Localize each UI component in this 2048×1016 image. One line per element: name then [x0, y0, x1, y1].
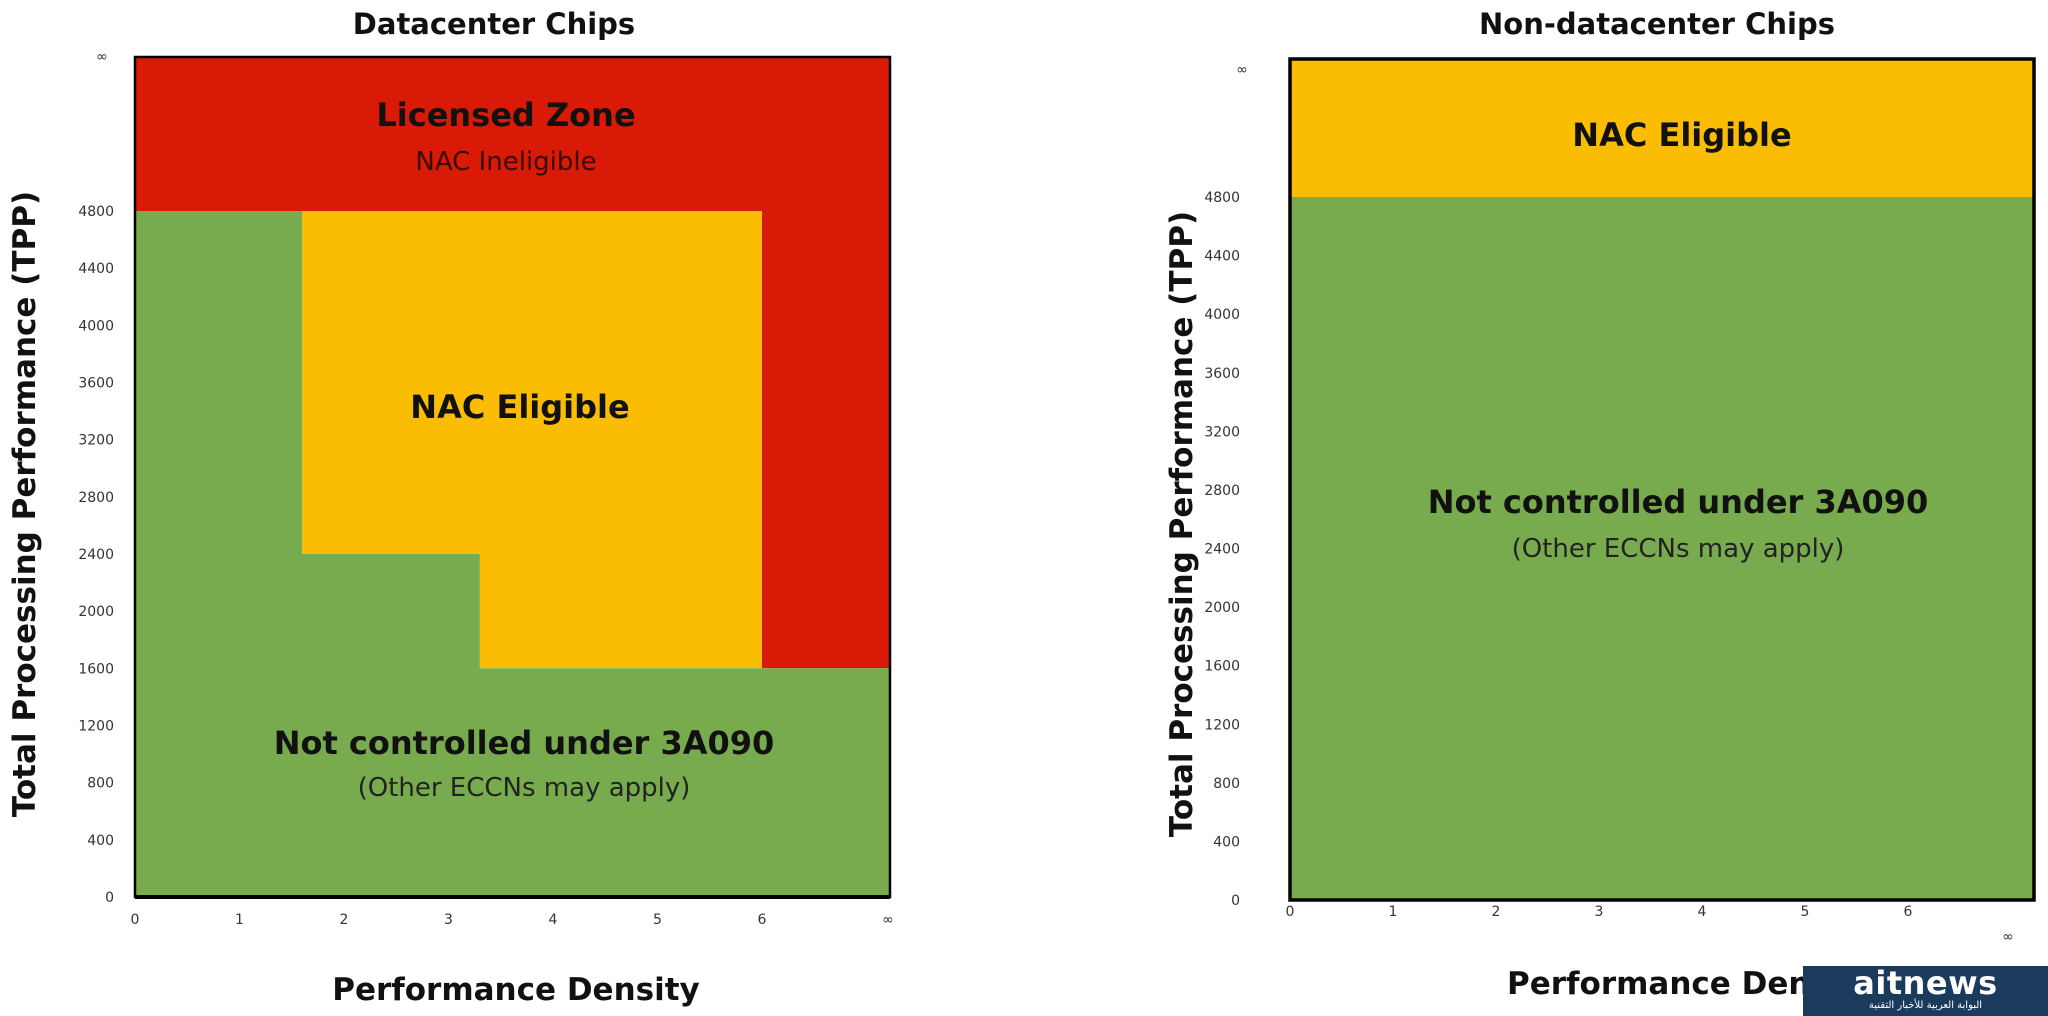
not-controlled-sublabel: (Other ECCNs may apply): [358, 773, 691, 803]
zone-nac-eligible: [302, 211, 762, 669]
zone-not-controlled-under-3a090: [1290, 197, 2034, 900]
y-tick-label: 0: [105, 890, 114, 906]
y-tick-label: 2000: [1204, 600, 1240, 616]
not-controlled-label: Not controlled under 3A090: [274, 724, 775, 762]
y-tick-label: 4000: [1204, 307, 1240, 323]
zones-layer: [1290, 59, 2034, 900]
y-tick-label: 3200: [1204, 424, 1240, 440]
y-tick-label: 400: [1213, 834, 1240, 850]
x-tick-label: 1: [235, 912, 244, 928]
y-tick-label: 2400: [1204, 542, 1240, 558]
x-axis-title: Performance Den: [1507, 966, 1810, 1002]
y-tick-label: 4400: [1204, 249, 1240, 265]
not-controlled-sublabel: (Other ECCNs may apply): [1512, 534, 1845, 564]
x-tick-label: 6: [1904, 904, 1913, 920]
y-tick-label: 4800: [78, 204, 114, 220]
y-tick-label: 3200: [78, 433, 114, 449]
x-tick-label: 3: [1595, 904, 1604, 920]
x-tick-label-infinity: ∞: [2002, 929, 2014, 945]
y-tick-label: 400: [87, 833, 114, 849]
y-tick-label: 2400: [78, 547, 114, 563]
zone-not-controlled-under-3a090: [135, 211, 890, 897]
ticks-layer: 0 400 800 1200 1600 2000 2400 2800 3200 3600 4000 4…: [1204, 57, 2036, 945]
nac-eligible-label: NAC Eligible: [410, 388, 629, 426]
zone-nac-eligible: [1290, 59, 2034, 197]
logo-tagline: البوابة العربية للأخبار التقنية: [1868, 1000, 1983, 1011]
x-tick-label: 6: [758, 912, 767, 928]
y-tick-label: 4000: [78, 318, 114, 334]
y-tick-label: 800: [1213, 776, 1240, 792]
datacenter-chart: Datacenter Chips 04008001200160020002400…: [7, 7, 894, 1008]
y-tick-label: 1600: [1204, 659, 1240, 675]
licensed-zone-sublabel: NAC Ineligible: [415, 147, 596, 177]
y-axis-title: Total Processing Performance (TPP): [7, 191, 43, 817]
x-tick-label-infinity: ∞: [882, 912, 894, 928]
y-axis-title: Total Processing Performance (TPP): [1164, 211, 1200, 837]
y-tick-label: 2800: [78, 490, 114, 506]
y-tick-label-infinity: ∞: [1236, 62, 1248, 78]
y-tick-label: 2000: [78, 604, 114, 620]
y-tick-label: 1200: [1204, 717, 1240, 733]
zone-labels-layer: NAC Eligible Not controlled under 3A090 …: [1428, 116, 1929, 564]
y-tick-label: 1200: [78, 719, 114, 735]
x-tick-label: 3: [444, 912, 453, 928]
y-tick-label: 2800: [1204, 483, 1240, 499]
y-tick-label: 0: [1231, 893, 1240, 909]
zones-layer: [135, 57, 890, 897]
licensed-zone-label: Licensed Zone: [376, 96, 635, 134]
y-tick-label: 3600: [78, 376, 114, 392]
plot-border: [1288, 57, 2036, 902]
ticks-layer: 0 400 800 1200 1600 2000 2400 2800 3200 3600 4000 4…: [78, 49, 893, 928]
y-tick-label: 4400: [78, 261, 114, 277]
nac-eligible-label: NAC Eligible: [1572, 116, 1791, 154]
zone-labels-layer: Licensed Zone NAC Ineligible NAC Eligibl…: [274, 96, 775, 803]
x-axis-title: Performance Density: [332, 972, 700, 1008]
not-controlled-label: Not controlled under 3A090: [1428, 483, 1929, 521]
x-tick-label: 5: [1801, 904, 1810, 920]
x-tick-label: 4: [1698, 904, 1707, 920]
y-tick-label: 1600: [78, 661, 114, 677]
y-tick-label: 800: [87, 776, 114, 792]
logo-brand: aitnews: [1853, 966, 1998, 1002]
chart-title: Datacenter Chips: [353, 7, 635, 41]
x-tick-label: 2: [1492, 904, 1501, 920]
x-tick-label: 2: [340, 912, 349, 928]
non-datacenter-chart: Non-datacenter Chips 0 400 800 1200 1600 2000…: [1164, 7, 2036, 1002]
zone-licensed-zone: [135, 57, 890, 669]
x-tick-label: 0: [1286, 904, 1295, 920]
chart-title: Non-datacenter Chips: [1479, 7, 1835, 41]
y-tick-label: 3600: [1204, 366, 1240, 382]
x-tick-label: 0: [131, 912, 140, 928]
aitnews-logo: aitnews البوابة العربية للأخبار التقنية: [1803, 966, 2048, 1016]
y-tick-label-infinity: ∞: [96, 49, 108, 65]
x-tick-label: 1: [1389, 904, 1398, 920]
x-tick-label: 5: [653, 912, 662, 928]
y-tick-label: 4800: [1204, 190, 1240, 206]
x-tick-label: 4: [549, 912, 558, 928]
